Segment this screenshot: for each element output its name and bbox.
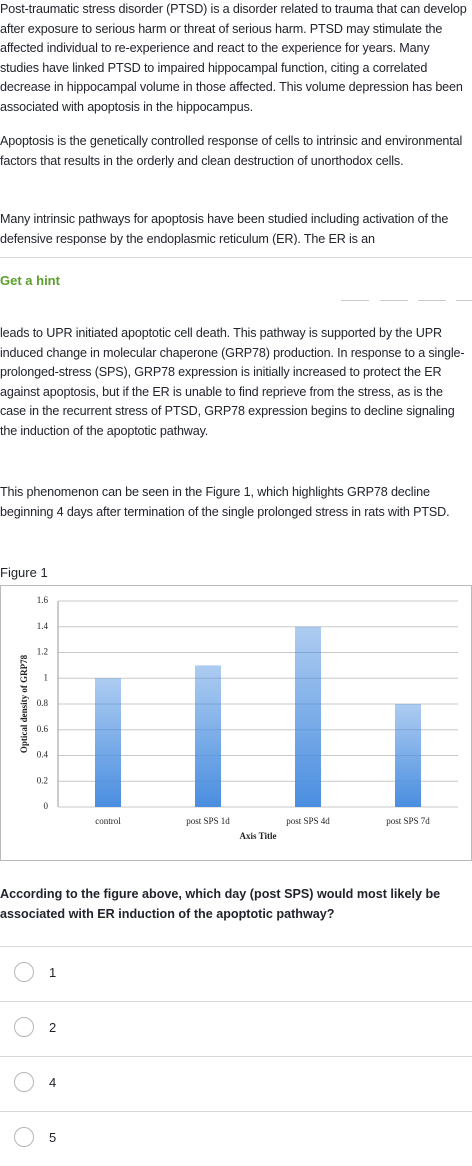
figure-box: Optical density of GRP78 Axis Title 0 0.2… — [0, 585, 472, 861]
answer-choice[interactable]: 4 — [0, 1056, 472, 1111]
y-tick-label: 0.8 — [37, 698, 49, 708]
hint-step — [380, 300, 408, 301]
y-tick-label: 0.2 — [37, 775, 48, 785]
hint-step — [341, 300, 369, 301]
radio-button[interactable] — [14, 1017, 34, 1037]
y-tick-label: 1.4 — [37, 621, 49, 631]
y-axis-title: Optical density of GRP78 — [19, 654, 29, 753]
bar — [95, 678, 121, 807]
y-tick-label: 0.6 — [37, 724, 49, 734]
x-tick-label: post SPS 7d — [386, 816, 430, 826]
y-tick-label: 1 — [44, 672, 49, 682]
y-tick-label: 0.4 — [37, 750, 49, 760]
hint-step — [456, 300, 472, 301]
chart: Optical density of GRP78 Axis Title 0 0.2… — [19, 595, 458, 841]
x-tick-label: post SPS 4d — [286, 816, 330, 826]
divider — [0, 1111, 472, 1112]
passage-paragraph: Apoptosis is the genetically controlled … — [0, 134, 463, 168]
passage-paragraph: leads to UPR initiated apoptotic cell de… — [0, 326, 465, 438]
y-tick-label: 0 — [44, 801, 49, 811]
question: According to the figure above, which day… — [0, 887, 441, 921]
choice-label: 1 — [49, 965, 57, 980]
answer-choice[interactable]: 2 — [0, 1001, 472, 1056]
choice-label: 4 — [49, 1075, 57, 1090]
y-tick-label: 1.6 — [37, 595, 49, 605]
radio-button[interactable] — [14, 1127, 34, 1147]
bar — [195, 665, 221, 807]
choice-label: 5 — [49, 1130, 57, 1145]
radio-button[interactable] — [14, 1072, 34, 1092]
choice-label: 2 — [49, 1020, 57, 1035]
passage-clip: Many intrinsic pathways for apoptosis ha… — [0, 210, 472, 245]
answer-choice[interactable]: 5 — [0, 1111, 472, 1166]
passage-paragraph: Many intrinsic pathways for apoptosis ha… — [0, 212, 449, 245]
hint-link[interactable]: Get a hint — [0, 273, 60, 288]
passage-paragraph: This phenomenon can be seen in the Figur… — [0, 485, 450, 519]
figure-label: Figure 1 — [0, 565, 48, 580]
divider — [0, 1001, 472, 1002]
x-tick-label: control — [95, 816, 121, 826]
x-tick-label: post SPS 1d — [186, 816, 230, 826]
passage-paragraph: Post-traumatic stress disorder (PTSD) is… — [0, 2, 467, 114]
y-tick-label: 1.2 — [37, 647, 48, 657]
divider — [0, 946, 472, 947]
x-axis-title: Axis Title — [240, 831, 277, 841]
bar — [295, 626, 321, 807]
divider — [0, 1056, 472, 1057]
divider — [0, 257, 472, 258]
radio-button[interactable] — [14, 962, 34, 982]
bar — [395, 704, 421, 807]
answer-choice[interactable]: 1 — [0, 946, 472, 1001]
hint-step — [418, 300, 446, 301]
